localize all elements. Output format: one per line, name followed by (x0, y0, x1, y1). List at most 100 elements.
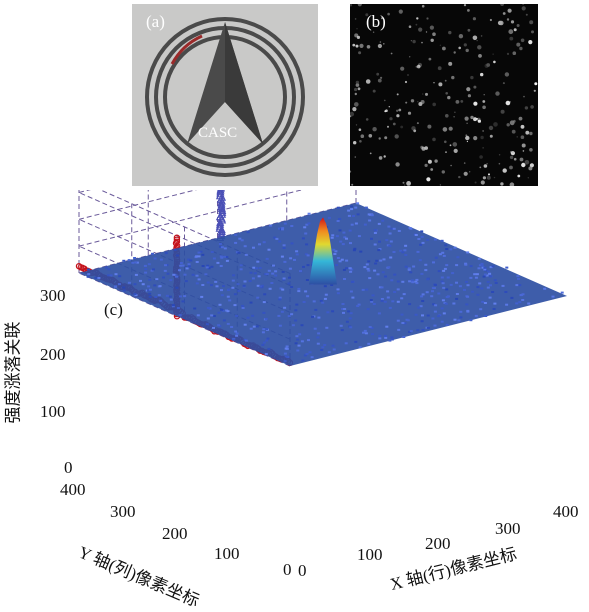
speckle-dot (437, 66, 442, 71)
blue-profile-point (216, 190, 225, 196)
surface-noise (260, 284, 264, 287)
surface-noise (266, 337, 270, 340)
surface-noise (176, 254, 180, 257)
surface-noise (378, 286, 382, 289)
surface-noise (261, 343, 265, 346)
speckle-dot (432, 137, 436, 142)
surface-noise (143, 264, 147, 267)
speckle-dot (482, 147, 484, 149)
surface-noise (191, 273, 195, 276)
surface-noise (402, 336, 406, 338)
speckle-dot (464, 116, 469, 121)
surface-noise (426, 278, 430, 281)
surface-noise (195, 255, 199, 258)
surface-noise (478, 282, 482, 285)
surface-noise (244, 339, 248, 342)
surface-noise (420, 272, 424, 275)
surface-noise (426, 314, 430, 317)
surface-noise (521, 293, 525, 296)
surface-noise (551, 295, 555, 298)
speckle-dot (472, 17, 476, 21)
surface-noise (489, 284, 492, 287)
surface-noise (283, 222, 287, 225)
surface-noise (210, 251, 214, 253)
speckle-dot (428, 57, 432, 61)
surface-noise (251, 314, 255, 317)
speckle-dot (480, 72, 484, 77)
speckle-dot (421, 146, 426, 151)
surface-noise (444, 244, 448, 247)
surface-noise (383, 300, 387, 303)
surface-noise (109, 274, 113, 277)
surface-noise (256, 296, 260, 299)
surface-noise (487, 270, 490, 273)
speckle-dot (398, 108, 402, 112)
surface-noise (407, 267, 411, 270)
surface-noise (338, 260, 342, 263)
surface-noise (466, 284, 470, 287)
surface-noise (408, 280, 412, 283)
surface-noise (336, 292, 340, 295)
y-tick-label: 200 (162, 524, 188, 543)
surface-noise (294, 309, 298, 312)
surface-noise (408, 303, 412, 306)
surface-noise (122, 286, 126, 289)
surface-noise (453, 246, 457, 249)
surface-noise (131, 261, 135, 264)
surface-noise (204, 273, 208, 276)
speckle-dot (498, 154, 501, 156)
surface-noise (402, 293, 406, 296)
speckle-dot (520, 124, 525, 129)
surface-noise (414, 280, 418, 283)
surface-noise (344, 342, 348, 345)
surface-noise (248, 280, 252, 282)
surface-noise (421, 314, 424, 317)
surface-noise (451, 272, 455, 275)
surface-noise (323, 297, 327, 300)
surface-noise (234, 241, 238, 244)
surface-noise (373, 232, 377, 234)
speckle-dot (519, 157, 524, 162)
speckle-dot (455, 100, 460, 104)
speckle-dot (453, 116, 455, 118)
speckle-dot (398, 9, 403, 14)
surface-noise (543, 287, 547, 290)
surface-noise (246, 316, 250, 319)
speckle-dot (377, 43, 382, 49)
surface-noise (201, 284, 205, 286)
surface-noise (237, 251, 241, 254)
surface-noise (164, 264, 167, 267)
speckle-dot (357, 87, 361, 91)
surface-noise (163, 269, 167, 272)
surface-noise (256, 260, 260, 263)
surface-noise (368, 326, 372, 328)
surface-noise (258, 243, 261, 246)
surface-noise (303, 354, 307, 357)
surface-noise (305, 353, 309, 355)
speckle-dot (359, 140, 362, 143)
speckle-dot (372, 89, 376, 93)
surface-noise (165, 294, 169, 297)
surface-noise (169, 298, 173, 301)
surface-noise (307, 222, 311, 225)
speckle-dot (354, 87, 358, 92)
surface-noise (420, 320, 424, 323)
surface-noise (420, 295, 424, 298)
surface-noise (401, 280, 405, 283)
speckle-dot (506, 18, 510, 21)
panel-b-label: (b) (366, 12, 386, 31)
speckle-dot (360, 134, 365, 138)
surface-noise (306, 295, 310, 298)
surface-noise (418, 259, 422, 262)
surface-noise (207, 267, 211, 270)
surface-noise (334, 250, 338, 253)
surface-noise (485, 274, 489, 277)
surface-noise (290, 313, 294, 316)
speckle-dot (534, 82, 538, 86)
surface-noise (252, 246, 255, 249)
y-tick-label: 100 (214, 544, 240, 563)
surface-noise (380, 298, 384, 300)
surface-plot (75, 190, 567, 367)
surface-noise (357, 303, 361, 306)
speckle-dot (426, 17, 429, 20)
